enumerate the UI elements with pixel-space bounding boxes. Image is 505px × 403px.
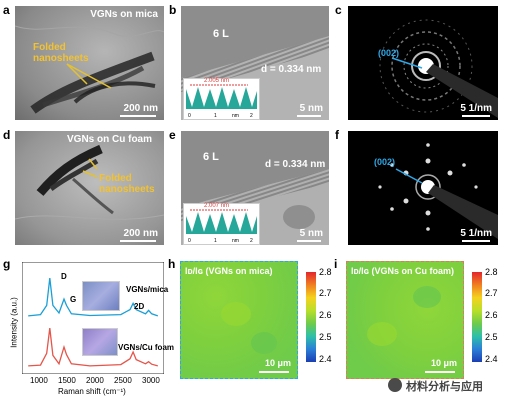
panel-i-cb-tick: 2.5 — [485, 332, 498, 342]
panel-f-scalebar-label: 5 1/nm — [460, 228, 492, 239]
panel-h-letter: h — [168, 257, 176, 271]
panel-h-cb-tick: 2.5 — [319, 332, 332, 342]
panel-c-saed-image: (002) 5 1/nm — [348, 6, 498, 120]
raman-inset-optical-mica — [82, 281, 120, 311]
watermark-text: 材料分析与应用 — [406, 381, 483, 393]
raman-series-0 — [28, 278, 159, 317]
panel-h-scalebar-label: 10 μm — [264, 358, 291, 368]
raman-series-1 — [28, 328, 158, 367]
panel-g-ylabel-wrap: Intensity (a.u.) — [4, 284, 19, 364]
panel-d-scalebar — [120, 240, 156, 242]
panel-e-inset-tick: 1 — [214, 238, 217, 244]
raman-chart — [22, 262, 164, 374]
panel-h-cb-tick: 2.4 — [319, 354, 332, 364]
raman-series-label-cu: VGNs/Cu foam — [118, 343, 175, 352]
raman-xtick: 1000 — [30, 376, 48, 385]
panel-b-letter: b — [169, 3, 177, 17]
panel-a-tem-image: VGNs on mica Folded nanosheets 200 nm — [15, 6, 164, 120]
panel-h-title: Iᴅ/Iɢ (VGNs on mica) — [185, 266, 273, 276]
panel-h-colorbar — [306, 272, 316, 362]
panel-f-saed-image: (002) 5 1/nm — [348, 131, 498, 245]
panel-a-scalebar-label: 200 nm — [123, 103, 158, 114]
panel-i-cb-tick: 2.8 — [485, 267, 498, 277]
panel-h-cb-tick: 2.8 — [319, 267, 332, 277]
panel-e-scalebar — [297, 240, 321, 242]
panel-c-letter: c — [335, 3, 342, 17]
panel-g-ylabel: Intensity (a.u.) — [9, 297, 19, 348]
panel-b-scalebar-label: 5 nm — [299, 103, 323, 114]
panel-e-letter: e — [169, 128, 176, 142]
raman-frame — [22, 262, 164, 374]
panel-f-letter: f — [335, 128, 339, 142]
raman-inset-optical-cu — [82, 328, 118, 356]
panel-d-title: VGNs on Cu foam — [67, 134, 153, 145]
panel-b-scalebar — [297, 115, 321, 117]
panel-e-hrtem-image: 6 L d = 0.334 nm 2.007 nm 0 1 nm 2 5 nm — [181, 131, 329, 245]
panel-b-inset-tick: 2 — [250, 113, 253, 119]
panel-b-inset-profile: 2.005 nm 0 1 nm 2 — [183, 78, 260, 120]
panel-a-letter: a — [3, 3, 10, 17]
panel-h-raman-map: Iᴅ/Iɢ (VGNs on mica) 10 μm — [180, 261, 298, 379]
panel-e-inset-tick: 2 — [250, 238, 253, 244]
panel-d-letter: d — [3, 128, 11, 142]
panel-e-inset-tick: 0 — [188, 238, 191, 244]
panel-i-cb-tick: 2.7 — [485, 288, 498, 298]
panel-f-index: (002) — [374, 157, 396, 167]
panel-i-colorbar — [472, 272, 482, 362]
panel-e-inset-tick: nm — [232, 238, 239, 244]
raman-peak-2D: 2D — [134, 302, 145, 311]
panel-e-layers: 6 L — [203, 151, 219, 163]
panel-e-inset-value: 2.007 nm — [204, 203, 230, 209]
panel-b-layers: 6 L — [213, 28, 229, 40]
panel-h-scalebar — [259, 371, 289, 373]
panel-i-cb-tick: 2.4 — [485, 354, 498, 364]
panel-b-hrtem-image: 6 L d = 0.334 nm 2.005 nm 0 1 nm 2 5 nm — [181, 6, 329, 120]
panel-c-scalebar-label: 5 1/nm — [460, 103, 492, 114]
raman-xtick: 2500 — [114, 376, 132, 385]
raman-peak-G: G — [70, 295, 77, 304]
panel-i-title: Iᴅ/Iɢ (VGNs on Cu foam) — [351, 266, 454, 276]
raman-peak-D: D — [61, 272, 67, 281]
panel-b-spacing: d = 0.334 nm — [261, 64, 322, 75]
panel-i-scalebar-label: 10 μm — [430, 358, 457, 368]
raman-xtick: 2000 — [86, 376, 104, 385]
panel-b-inset-value: 2.005 nm — [204, 78, 230, 84]
panel-g-letter: g — [3, 257, 11, 271]
panel-i-raman-map: Iᴅ/Iɢ (VGNs on Cu foam) 10 μm — [346, 261, 464, 379]
panel-d-scalebar-label: 200 nm — [123, 228, 158, 239]
panel-e-inset-profile: 2.007 nm 0 1 nm 2 — [183, 203, 260, 245]
panel-c-scalebar — [462, 115, 490, 117]
wechat-icon — [388, 378, 402, 392]
panel-i-cb-tick: 2.6 — [485, 310, 498, 320]
raman-xlabel: Raman shift (cm⁻¹) — [58, 387, 126, 396]
panel-d-tem-image: VGNs on Cu foam Folded nanosheets 200 nm — [15, 131, 164, 245]
panel-i-scalebar — [425, 371, 455, 373]
panel-e-scalebar-label: 5 nm — [299, 228, 323, 239]
raman-xtick: 1500 — [58, 376, 76, 385]
panel-c-index: (002) — [378, 48, 400, 58]
panel-d-annotation: Folded nanosheets — [99, 173, 155, 195]
panel-a-annotation: Folded nanosheets — [33, 42, 89, 64]
raman-xtick: 3000 — [142, 376, 160, 385]
raman-series-label-mica: VGNs/mica — [126, 285, 169, 294]
panel-h-cb-tick: 2.6 — [319, 310, 332, 320]
panel-b-inset-tick: nm — [232, 113, 239, 119]
panel-f-scalebar — [462, 240, 490, 242]
panel-e-spacing: d = 0.334 nm — [265, 159, 326, 170]
panel-b-inset-tick: 0 — [188, 113, 191, 119]
panel-h-cb-tick: 2.7 — [319, 288, 332, 298]
panel-b-inset-tick: 1 — [214, 113, 217, 119]
panel-a-title: VGNs on mica — [90, 9, 158, 20]
panel-a-scalebar — [120, 115, 156, 117]
panel-i-letter: i — [334, 257, 338, 271]
